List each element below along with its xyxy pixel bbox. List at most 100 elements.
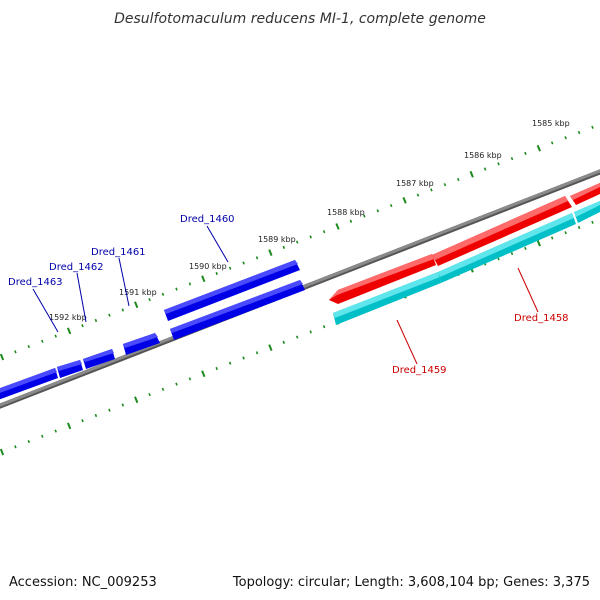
reverse-strand-track	[329, 183, 600, 304]
cds-feature-2[interactable]	[438, 213, 576, 283]
lower-tick-22	[295, 335, 299, 339]
lower-tick-10	[134, 396, 139, 404]
lower-tick-41	[550, 236, 554, 240]
lower-tick-12	[161, 387, 165, 391]
upper-tick-37	[497, 162, 500, 166]
gene-feature-dred-1460-a[interactable]	[164, 260, 300, 321]
cds-feature-3[interactable]	[574, 201, 600, 223]
forward-strand-track	[0, 260, 305, 400]
upper-tick-6	[81, 324, 84, 328]
upper-tick-38	[510, 157, 514, 161]
upper-tick-10	[134, 301, 139, 309]
lower-tick-14	[188, 377, 192, 381]
map-title: Desulfotomaculum reducens MI-1, complete…	[114, 11, 486, 27]
lower-tick-43	[577, 225, 581, 230]
upper-tick-0	[0, 353, 5, 361]
upper-tick-30	[402, 197, 407, 204]
lower-tick-40	[536, 239, 541, 247]
upper-tick-25	[335, 223, 340, 230]
upper-tick-39	[524, 151, 527, 155]
upper-tick-22	[295, 240, 299, 244]
upper-tick-32	[430, 188, 433, 192]
upper-tick-28	[376, 209, 380, 213]
gene-label-dred-1458[interactable]: Dred_1458	[514, 313, 569, 324]
upper-tick-41	[550, 141, 554, 145]
cds-feature-1[interactable]	[333, 272, 441, 325]
upper-tick-7	[94, 318, 98, 323]
gene-feature-dred-1462-b[interactable]	[83, 349, 115, 369]
upper-tick-35	[469, 170, 474, 178]
lower-tick-6	[81, 419, 84, 423]
upper-tick-15	[201, 275, 206, 283]
upper-tick-43	[577, 130, 581, 135]
lower-tick-2	[27, 440, 31, 444]
gene-feature-dred-1459[interactable]	[329, 254, 436, 304]
gene-feature-dred-1463[interactable]	[0, 368, 58, 400]
upper-tick-34	[457, 177, 460, 182]
genome-summary-text: Topology: circular; Length: 3,608,104 bp…	[232, 575, 590, 590]
upper-tick-row	[0, 125, 594, 361]
upper-tick-18	[242, 261, 245, 265]
lower-tick-8	[108, 408, 111, 412]
gene-label-dred-1462[interactable]: Dred_1462	[49, 262, 104, 273]
lower-tick-row	[0, 220, 594, 456]
lower-tick-20	[268, 344, 273, 351]
upper-tick-31	[416, 193, 420, 197]
upper-tick-24	[322, 230, 326, 234]
lower-tick-7	[94, 413, 98, 418]
upper-tick-20	[268, 249, 273, 256]
lower-tick-5	[66, 422, 72, 430]
scale-labels: 1585 kbp 1586 kbp 1587 kbp 1588 kbp 1589…	[49, 119, 570, 322]
lower-tick-39	[524, 246, 527, 250]
accession-text: Accession: NC_009253	[9, 575, 157, 590]
gene-label-dred-1460[interactable]: Dred_1460	[180, 214, 235, 225]
lower-tick-44	[591, 220, 594, 224]
gene-labels: Dred_1460 Dred_1461 Dred_1462 Dred_1463 …	[8, 214, 569, 376]
lower-tick-11	[148, 393, 151, 397]
upper-tick-29	[389, 204, 393, 208]
upper-tick-8	[108, 313, 111, 317]
lower-tick-23	[309, 330, 312, 334]
upper-tick-12	[161, 292, 165, 296]
lower-tick-38	[510, 252, 514, 256]
upper-tick-26	[349, 219, 353, 223]
upper-tick-5	[66, 327, 72, 335]
gene-label-dred-1461[interactable]: Dred_1461	[91, 247, 146, 258]
upper-tick-19	[255, 256, 259, 260]
lower-tick-0	[0, 448, 5, 456]
scale-label-1585: 1585 kbp	[532, 119, 570, 128]
upper-tick-13	[175, 287, 178, 291]
upper-tick-14	[188, 282, 192, 286]
scale-label-1590: 1590 kbp	[189, 262, 227, 271]
gene-feature-dred-1462-a[interactable]	[57, 360, 83, 378]
gene-label-dred-1463[interactable]: Dred_1463	[8, 277, 63, 288]
gene-label-dred-1459[interactable]: Dred_1459	[392, 365, 447, 376]
upper-tick-23	[309, 235, 312, 239]
scale-label-1589: 1589 kbp	[258, 235, 296, 244]
scale-label-1587: 1587 kbp	[396, 179, 434, 188]
lower-tick-4	[54, 429, 57, 433]
scale-label-1592: 1592 kbp	[49, 313, 87, 322]
gene-feature-dred-1461[interactable]	[123, 333, 160, 355]
lower-tick-13	[175, 382, 178, 386]
upper-tick-4	[54, 334, 57, 338]
lower-tick-3	[41, 434, 44, 438]
lower-tick-1	[14, 445, 17, 449]
lower-tick-17	[228, 361, 232, 365]
lower-tick-19	[255, 351, 259, 355]
gene-feature-dred-1460-b[interactable]	[170, 280, 305, 340]
upper-tick-9	[121, 308, 125, 312]
upper-tick-40	[536, 144, 541, 152]
lower-tick-21	[282, 340, 286, 344]
upper-tick-1	[14, 350, 17, 354]
gene-feature-dred-1457[interactable]	[570, 183, 600, 205]
gene-feature-dred-1458[interactable]	[432, 196, 572, 266]
lower-tick-18	[242, 356, 245, 360]
upper-tick-11	[148, 298, 151, 302]
scale-label-1588: 1588 kbp	[327, 208, 365, 217]
upper-tick-44	[591, 125, 594, 129]
scale-label-1586: 1586 kbp	[464, 151, 502, 160]
upper-tick-3	[41, 339, 44, 343]
upper-tick-27	[363, 214, 366, 218]
